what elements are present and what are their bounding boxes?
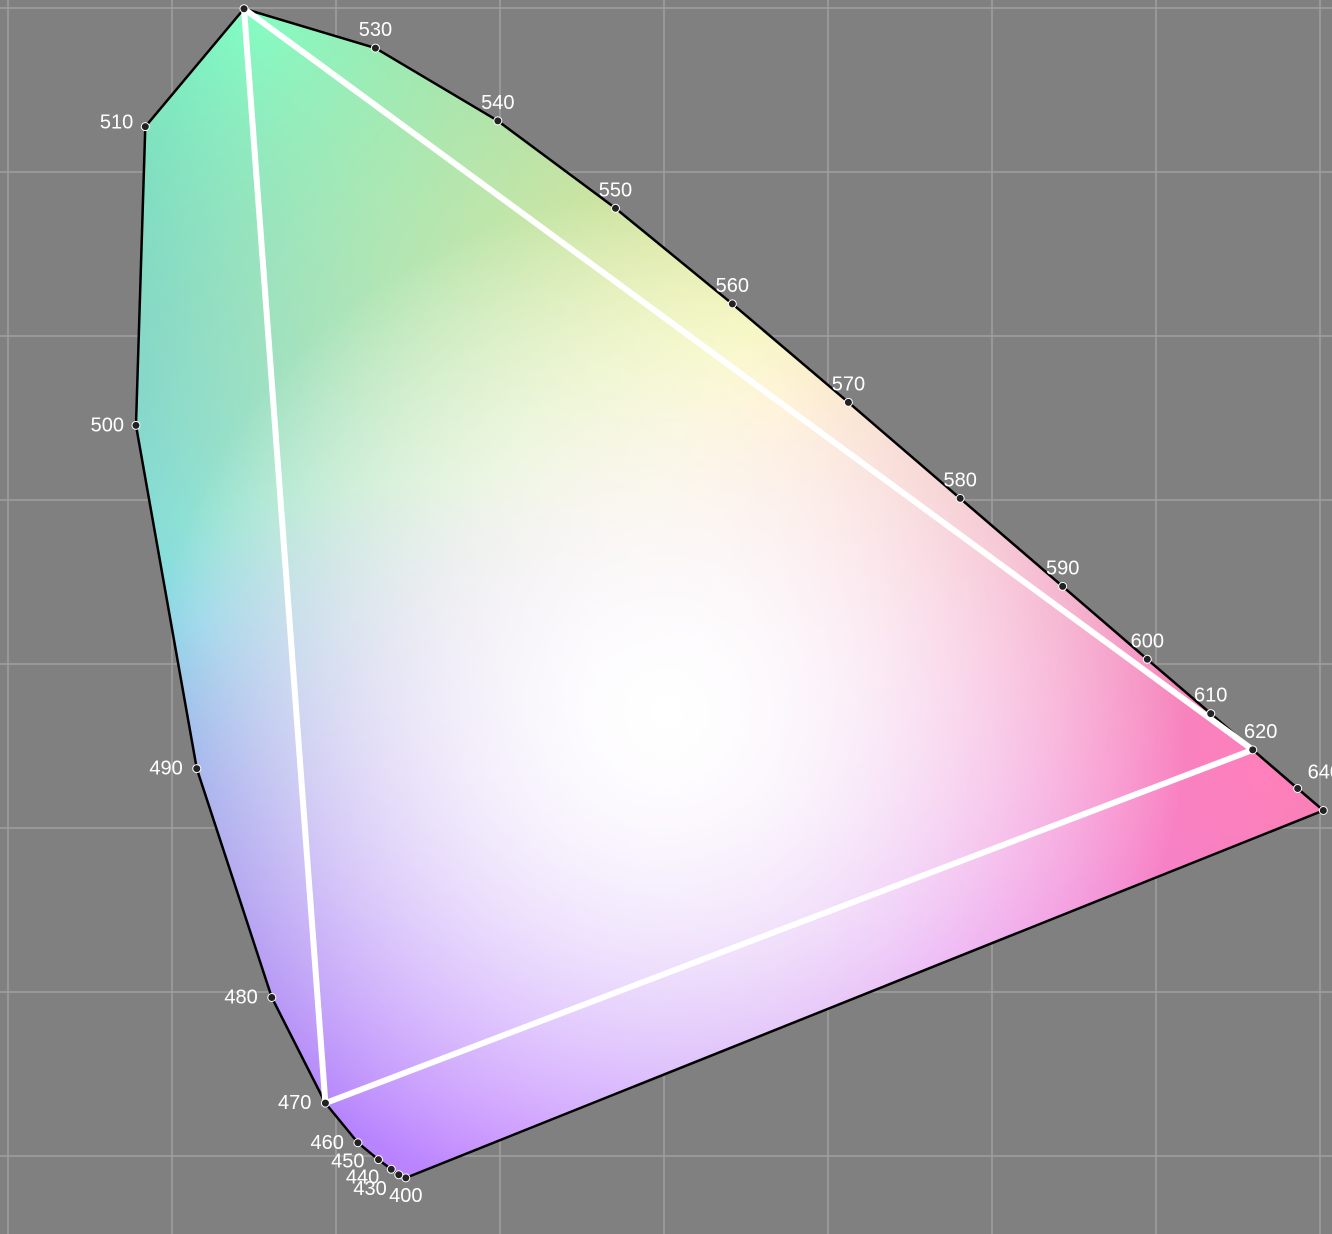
- wavelength-label: 610: [1194, 685, 1227, 707]
- wavelength-dot: [141, 123, 149, 131]
- wavelength-dot: [1249, 746, 1257, 754]
- wavelength-label: 590: [1046, 557, 1079, 579]
- wavelength-dot: [1143, 655, 1151, 663]
- wavelength-dot: [395, 1171, 403, 1179]
- wavelength-dot: [375, 1156, 383, 1164]
- wavelength-dot: [1207, 710, 1215, 718]
- wavelength-dot: [1059, 582, 1067, 590]
- wavelength-label: 570: [832, 373, 865, 395]
- wavelength-dot: [132, 421, 140, 429]
- wavelength-label: 520: [207, 0, 240, 4]
- wavelength-label: 540: [481, 92, 514, 114]
- wavelength-label: 530: [359, 19, 392, 41]
- wavelength-label: 450: [331, 1151, 364, 1173]
- wavelength-dot: [321, 1099, 329, 1107]
- wavelength-label: 550: [599, 179, 632, 201]
- wavelength-label: 490: [149, 758, 182, 780]
- wavelength-dot: [1319, 806, 1327, 814]
- wavelength-label: 500: [91, 414, 124, 436]
- wavelength-label: 470: [278, 1092, 311, 1114]
- wavelength-dot: [354, 1139, 362, 1147]
- wavelength-label: 560: [716, 275, 749, 297]
- wavelength-label: 640: [1308, 761, 1332, 783]
- chromaticity-diagram: 4004304404504604704804905005105205305405…: [0, 0, 1332, 1234]
- wavelength-label: 600: [1131, 630, 1164, 652]
- wavelength-dot: [611, 204, 619, 212]
- wavelength-dot: [268, 993, 276, 1001]
- wavelength-dot: [956, 494, 964, 502]
- wavelength-label: 480: [224, 986, 257, 1008]
- wavelength-label: 510: [100, 112, 133, 134]
- chromaticity-fill: [0, 0, 1332, 1234]
- wavelength-label: 620: [1244, 721, 1277, 743]
- wavelength-label: 460: [311, 1132, 344, 1154]
- wavelength-label: 400: [389, 1185, 422, 1207]
- wavelength-dot: [240, 5, 248, 13]
- wavelength-dot: [494, 117, 502, 125]
- wavelength-label: 580: [943, 469, 976, 491]
- wavelength-dot: [728, 300, 736, 308]
- wavelength-dot: [844, 398, 852, 406]
- wavelength-dot: [193, 765, 201, 773]
- wavelength-dot: [387, 1165, 395, 1173]
- wavelength-dot: [1294, 784, 1302, 792]
- wavelength-dot: [371, 44, 379, 52]
